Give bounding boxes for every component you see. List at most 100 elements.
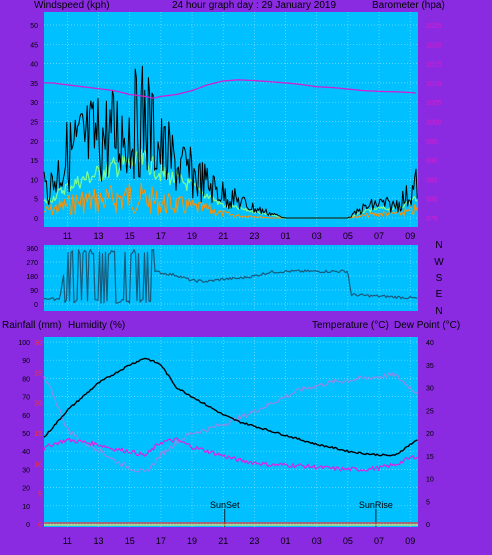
wind-ytick-20: 20 [30,139,38,146]
wind-xtick-05: 05 [343,231,353,241]
humidity-axis-title: Humidity (%) [68,320,126,331]
windspeed-axis-title: Windspeed (kph) [34,0,110,11]
temperature-plot-area [44,337,418,527]
temp-ytick-0: 0 [426,522,430,529]
wind-xtick-09: 09 [405,231,415,241]
dir-ytick-0: 0 [34,302,38,309]
sunrise-label: SunRise [359,500,393,510]
wind-xtick-01: 01 [281,231,291,241]
temp-ytick-40: 40 [426,340,434,347]
dewpoint-axis-title: Dew Point (°C) [394,320,461,331]
rain-ytick-15: 15 [34,431,42,438]
humidity-ytick-20: 20 [22,486,30,493]
compass-E-3: E [436,289,443,300]
wind-xtick-19: 19 [187,231,197,241]
temp-xtick-17: 17 [156,536,166,546]
wind-xtick-15: 15 [125,231,135,241]
rainfall-axis-title: Rainfall (mm) [2,320,62,331]
baro-ytick-1010: 1010 [426,81,442,88]
compass-S-2: S [436,273,443,284]
rain-ytick-0: 0 [38,522,42,529]
temp-xtick-19: 19 [187,536,197,546]
humidity-ytick-40: 40 [22,449,30,456]
rain-ytick-25: 25 [34,370,42,377]
humidity-ytick-60: 60 [22,413,30,420]
humidity-ytick-70: 70 [22,395,30,402]
dir-ytick-270: 270 [26,260,38,267]
humidity-ytick-100: 100 [18,340,30,347]
wind-ytick-50: 50 [30,23,38,30]
humidity-line [43,371,418,473]
compass-N-0: N [435,240,442,251]
rain-ytick-5: 5 [38,492,42,499]
baro-ytick-975: 975 [426,216,438,223]
wind-xtick-07: 07 [374,231,384,241]
temp-xtick-03: 03 [312,536,322,546]
wind-ytick-40: 40 [30,62,38,69]
wind-ytick-35: 35 [30,81,38,88]
compass-W-1: W [434,257,444,268]
rain-ytick-30: 30 [34,340,42,347]
wind-ytick-30: 30 [30,100,38,107]
temp-xtick-23: 23 [249,536,259,546]
wind-gust-line [43,65,418,219]
dir-ytick-180: 180 [26,274,38,281]
baro-ytick-995: 995 [426,139,438,146]
barometer-line [44,79,417,99]
temp-xtick-09: 09 [405,536,415,546]
wind-ytick-10: 10 [30,177,38,184]
humidity-ytick-0: 0 [26,522,30,529]
wind-xtick-21: 21 [218,231,228,241]
humidity-ytick-10: 10 [22,504,30,511]
dir-ytick-360: 360 [26,246,38,253]
humidity-ytick-80: 80 [22,376,30,383]
baro-ytick-1015: 1015 [426,62,442,69]
temp-ytick-5: 5 [426,499,430,506]
temp-xtick-15: 15 [125,536,135,546]
wind-xtick-11: 11 [63,231,72,241]
dewpoint-line [43,437,418,472]
temp-xtick-05: 05 [343,536,353,546]
wind-ytick-15: 15 [30,158,38,165]
wind-xtick-23: 23 [249,231,259,241]
wind-ytick-5: 5 [34,197,38,204]
wind-xtick-17: 17 [156,231,166,241]
wind-ytick-45: 45 [30,42,38,49]
wind-ytick-0: 0 [34,216,38,223]
baro-ytick-990: 990 [426,158,438,165]
temp-xtick-01: 01 [281,536,291,546]
rain-ytick-10: 10 [34,461,42,468]
baro-ytick-985: 985 [426,177,438,184]
baro-ytick-1025: 1025 [426,23,442,30]
temp-ytick-25: 25 [426,408,434,415]
graph-title: 24 hour graph day : 29 January 2019 [172,0,337,11]
temp-ytick-10: 10 [426,477,434,484]
wind-direction-line [43,249,418,304]
temperature-line [43,357,418,457]
barometer-axis-title: Barometer (hpa) [372,0,445,11]
dir-ytick-90: 90 [30,288,38,295]
wind-xtick-03: 03 [312,231,322,241]
baro-ytick-1005: 1005 [426,100,442,107]
rain-ytick-20: 20 [34,401,42,408]
baro-ytick-980: 980 [426,197,438,204]
compass-N-4: N [435,306,442,317]
temp-xtick-11: 11 [63,536,72,546]
temp-xtick-21: 21 [218,536,228,546]
humidity-ytick-30: 30 [22,467,30,474]
wind-orange-line [43,182,418,219]
temp-ytick-15: 15 [426,454,434,461]
wind-xtick-13: 13 [94,231,104,241]
temp-ytick-35: 35 [426,363,434,370]
baro-ytick-1020: 1020 [426,42,442,49]
humidity-ytick-50: 50 [22,431,30,438]
temp-xtick-07: 07 [374,536,384,546]
wind-ytick-25: 25 [30,120,38,127]
sunset-label: SunSet [210,500,240,510]
temperature-axis-title: Temperature (°C) [312,320,389,331]
temp-ytick-30: 30 [426,386,434,393]
humidity-ytick-90: 90 [22,358,30,365]
temp-xtick-13: 13 [94,536,104,546]
baro-ytick-1000: 1000 [426,120,442,127]
